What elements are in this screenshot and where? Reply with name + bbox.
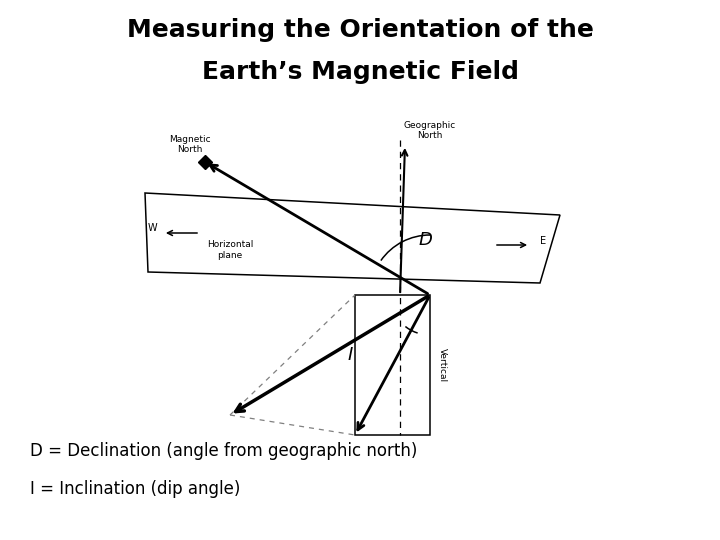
- Text: Vertical: Vertical: [438, 348, 447, 382]
- Text: D = Declination (angle from geographic north): D = Declination (angle from geographic n…: [30, 442, 418, 460]
- Text: W: W: [147, 223, 157, 233]
- Text: D: D: [418, 231, 432, 249]
- Text: Magnetic
North: Magnetic North: [169, 134, 211, 154]
- Text: I = Inclination (dip angle): I = Inclination (dip angle): [30, 480, 240, 498]
- Text: I: I: [347, 346, 353, 364]
- Text: Measuring the Orientation of the: Measuring the Orientation of the: [127, 18, 593, 42]
- Text: Geographic
North: Geographic North: [404, 120, 456, 140]
- Text: Earth’s Magnetic Field: Earth’s Magnetic Field: [202, 60, 518, 84]
- Polygon shape: [355, 295, 430, 435]
- Text: E: E: [540, 236, 546, 246]
- Text: Horizontal
plane: Horizontal plane: [207, 240, 253, 260]
- Polygon shape: [145, 193, 560, 283]
